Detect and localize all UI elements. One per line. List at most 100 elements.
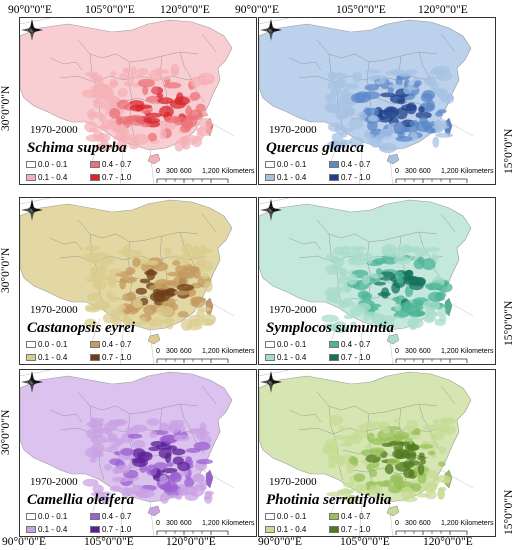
suitability-cell: [143, 304, 157, 316]
suitability-cell: [150, 317, 165, 327]
suitability-cell: [425, 469, 438, 479]
legend-swatch: [26, 354, 36, 362]
suitability-cell: [427, 450, 436, 456]
north-arrow-icon: [260, 19, 282, 41]
suitability-cell: [339, 139, 353, 145]
suitability-cell: [123, 81, 131, 87]
suitability-cell: [369, 437, 386, 446]
suitability-cell: [432, 124, 450, 130]
suitability-cell: [387, 458, 400, 466]
suitability-cell: [127, 433, 143, 439]
suitability-cell: [125, 267, 136, 275]
legend-item: 0.7 - 1.0: [90, 173, 131, 182]
suitability-cell: [92, 421, 103, 434]
legend-item: 0.0 - 0.1: [26, 160, 67, 169]
suitability-cell: [380, 287, 390, 299]
suitability-cell: [438, 315, 447, 323]
suitability-cell: [342, 127, 355, 133]
suitability-cell: [432, 431, 445, 441]
suitability-cell: [425, 247, 440, 252]
suitability-cell: [108, 294, 119, 303]
distribution-map: [259, 198, 474, 364]
suitability-cell: [355, 303, 371, 312]
suitability-cell: [145, 112, 162, 118]
legend-item: 0.0 - 0.1: [26, 340, 67, 349]
suitability-cell: [364, 84, 379, 91]
suitability-cell: [349, 136, 364, 148]
suitability-cell: [146, 268, 156, 281]
suitability-cell: [101, 120, 111, 129]
suitability-cell: [418, 106, 425, 113]
suitability-cell: [89, 267, 98, 276]
scale-bar: 0 300 600 1,200 Kilometers: [156, 168, 255, 183]
map-panel-4: 1970-2000 Symplocos sumuntia 0.0 - 0.1 0…: [258, 197, 496, 365]
scale-bar: 0 300 600 1,200 Kilometers: [395, 168, 494, 183]
suitability-cell: [425, 490, 437, 500]
suitability-cell: [86, 112, 105, 118]
suitability-cell: [153, 279, 171, 290]
suitability-cell: [184, 477, 195, 488]
scale-bar: 0 300 600 1,200 Kilometers: [395, 520, 494, 535]
suitability-cell: [347, 256, 358, 266]
suitability-cell: [204, 490, 214, 496]
species-name: Camellia oleifera: [27, 492, 135, 508]
suitability-cell: [135, 287, 147, 295]
legend-item: 0.4 - 0.7: [329, 160, 370, 169]
suitability-cell: [337, 460, 345, 467]
legend-item: 0.4 - 0.7: [90, 512, 131, 521]
right-lat-label-row1: 15°0"0"N: [503, 128, 515, 174]
hainan-island: [147, 505, 161, 517]
suitability-cell: [170, 280, 179, 288]
suitability-cell: [120, 448, 134, 456]
suitability-layer: [83, 243, 217, 331]
bottom-lon-label-right-90: 90°0"0"E: [258, 536, 303, 548]
suitability-cell: [147, 260, 159, 266]
suitability-cell: [424, 308, 438, 319]
suitability-cell: [106, 446, 119, 451]
suitability-cell: [435, 291, 447, 298]
suitability-cell: [122, 293, 136, 302]
suitability-cell: [95, 264, 105, 271]
suitability-cell: [130, 66, 137, 76]
suitability-cell: [151, 86, 158, 95]
suitability-cell: [364, 444, 374, 450]
suitability-cell: [163, 247, 172, 256]
suitability-cell: [350, 321, 357, 326]
suitability-cell: [415, 111, 432, 119]
suitability-cell: [379, 143, 389, 152]
suitability-cell: [173, 434, 190, 442]
suitability-cell: [323, 323, 339, 331]
suitability-cell: [338, 425, 346, 432]
scale-bar-graphic: [395, 358, 468, 363]
suitability-cell: [200, 273, 209, 279]
suitability-cell: [194, 482, 206, 487]
legend-item: 0.1 - 0.4: [265, 173, 306, 182]
legend-label: 0.0 - 0.1: [277, 340, 307, 349]
suitability-cell: [369, 273, 384, 279]
suitability-cell: [340, 488, 352, 497]
scale-label-1200: 1,200 Kilometers: [202, 348, 255, 355]
suitability-cell: [347, 273, 358, 285]
suitability-cell: [414, 427, 421, 435]
suitability-cell: [324, 438, 338, 450]
suitability-cell: [378, 271, 396, 281]
suitability-cell: [417, 473, 427, 484]
scale-label-300: 300: [405, 168, 417, 175]
suitability-cell: [141, 122, 151, 128]
suitability-cell: [406, 247, 416, 252]
suitability-cell: [393, 121, 405, 134]
legend-swatch: [329, 354, 339, 362]
legend-swatch: [26, 161, 36, 169]
suitability-cell: [430, 81, 440, 91]
suitability-cell: [389, 473, 404, 485]
scale-bar-graphic: [156, 178, 229, 183]
suitability-cell: [379, 75, 388, 82]
suitability-cell: [109, 107, 121, 119]
legend-label: 0.1 - 0.4: [277, 173, 307, 182]
suitability-cell: [325, 93, 336, 103]
suitability-cell: [324, 448, 337, 454]
suitability-cell: [168, 422, 181, 433]
suitability-cell: [115, 464, 131, 474]
suitability-cell: [404, 300, 413, 310]
legend-label: 0.7 - 1.0: [341, 173, 371, 182]
